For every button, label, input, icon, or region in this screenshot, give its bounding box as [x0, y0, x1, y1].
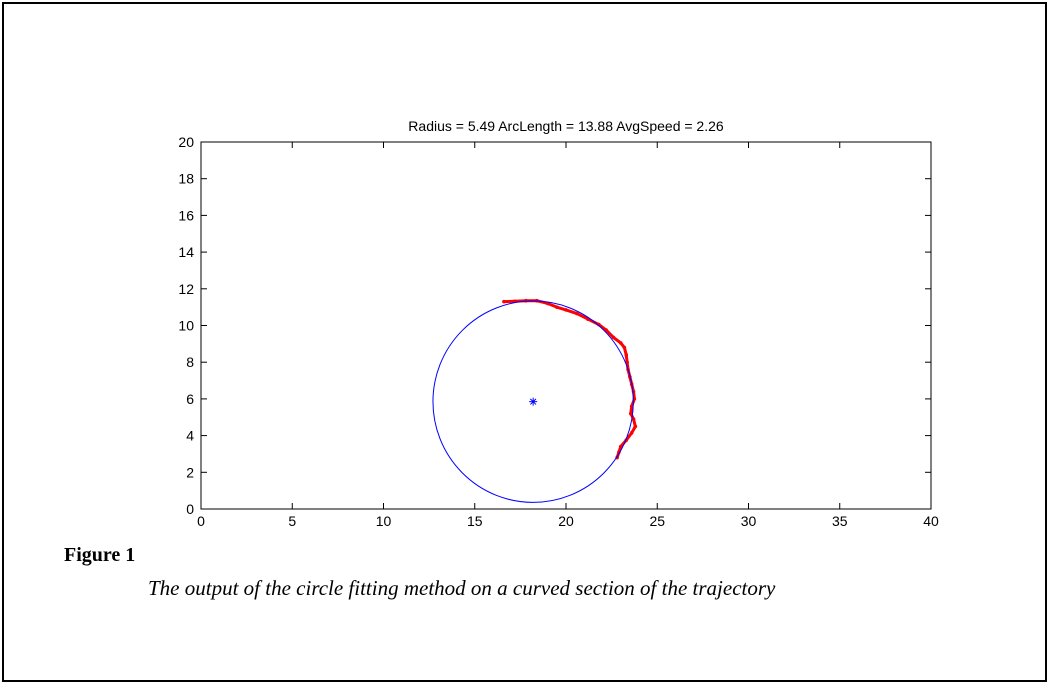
trajectory-point: [628, 411, 633, 416]
trajectory-point: [624, 353, 629, 357]
trajectory-point: [555, 305, 559, 309]
x-tick-label: 25: [649, 513, 665, 529]
chart: Radius = 5.49 ArcLength = 13.88 AvgSpeed…: [178, 118, 939, 529]
y-tick-label: 14: [178, 244, 194, 260]
figure-label: Figure 1: [64, 544, 136, 566]
y-tick-label: 8: [186, 354, 194, 370]
fitted-circle-path: [432, 300, 634, 503]
y-tick-label: 18: [178, 171, 194, 187]
circle-center-marker: [529, 397, 538, 406]
trajectory-point: [618, 444, 623, 449]
trajectory-point: [611, 335, 616, 340]
trajectory-point: [629, 431, 634, 435]
trajectory-point: [618, 341, 623, 345]
center-marker-stroke: [529, 398, 537, 405]
y-tick-label: 2: [186, 464, 194, 480]
trajectory-series: [502, 298, 638, 460]
trajectory-point: [633, 424, 638, 429]
trajectory-point: [622, 345, 627, 350]
axis-ticks: [200, 141, 932, 510]
x-tick-label: 0: [197, 513, 205, 529]
y-tick-label: 20: [178, 134, 194, 150]
y-tick-label: 4: [186, 428, 194, 444]
y-tick-label: 0: [186, 501, 194, 517]
x-tick-label: 10: [376, 513, 392, 529]
trajectory-point: [575, 311, 579, 316]
y-tick-label: 12: [178, 281, 194, 297]
x-tick-label: 40: [923, 513, 939, 529]
y-tick-labels: 0 2 4 6 8 10 12 14 16 18 20: [178, 134, 194, 517]
plot-area: [200, 141, 932, 510]
y-tick-label: 16: [178, 207, 194, 223]
x-tick-label: 35: [832, 513, 848, 529]
x-tick-label: 30: [741, 513, 757, 529]
x-tick-labels: 0 5 10 15 20 25 30 35 40: [197, 513, 939, 529]
x-tick-label: 15: [467, 513, 483, 529]
x-tick-label: 20: [558, 513, 574, 529]
y-tick-label: 10: [178, 318, 194, 334]
trajectory-point: [629, 404, 634, 409]
trajectory-point: [564, 308, 568, 312]
trajectory-point: [631, 417, 636, 421]
figure-caption: The output of the circle fitting method …: [148, 576, 776, 600]
trajectory-point: [597, 322, 601, 327]
x-tick-label: 5: [288, 513, 296, 529]
trajectory-point: [502, 299, 506, 304]
y-tick-label: 6: [186, 391, 194, 407]
chart-title: Radius = 5.49 ArcLength = 13.88 AvgSpeed…: [408, 118, 724, 134]
